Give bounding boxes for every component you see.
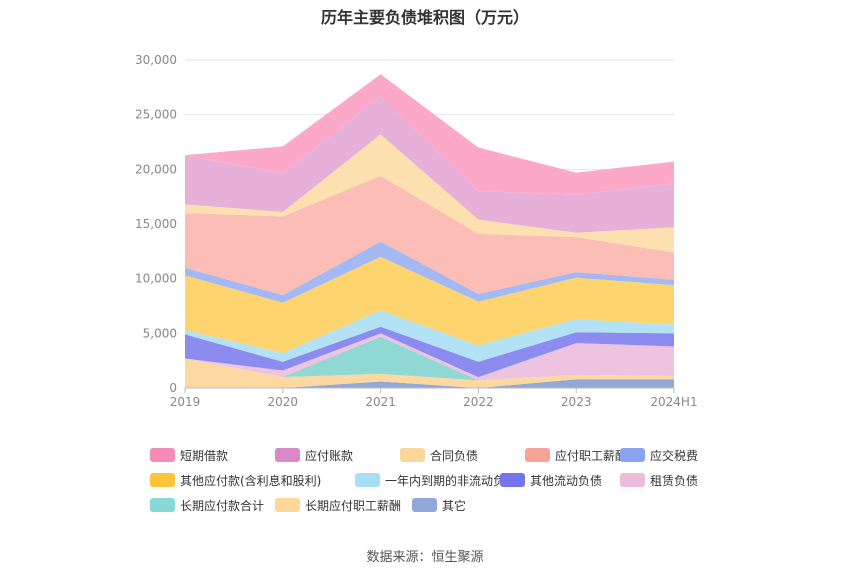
legend-item[interactable]: 应交税费 — [620, 446, 698, 464]
legend-label: 其他流动负债 — [530, 473, 603, 488]
y-tick-label: 25,000 — [135, 108, 177, 122]
legend-label: 长期应付款合计 — [180, 498, 265, 513]
x-tick-label: 2021 — [365, 395, 396, 409]
legend-label: 租赁负债 — [650, 473, 699, 488]
area-其他应付款(含利息和股利) — [185, 256, 674, 354]
y-tick-label: 15,000 — [135, 217, 177, 231]
y-tick-label: 20,000 — [135, 162, 177, 176]
legend-swatch — [525, 448, 550, 462]
x-tick-label: 2022 — [463, 395, 494, 409]
area-应付账款 — [185, 96, 674, 233]
legend-item[interactable]: 一年内到期的非流动负债 — [355, 471, 517, 489]
legend-swatch — [275, 498, 300, 512]
y-tick-label: 30,000 — [135, 53, 177, 67]
legend-swatch — [275, 448, 300, 462]
legend-item[interactable]: 应付账款 — [275, 446, 353, 464]
legend-swatch — [150, 498, 175, 512]
area-其它 — [185, 379, 674, 388]
legend-item[interactable]: 长期应付职工薪酬 — [275, 496, 401, 514]
data-source: 数据来源：恒生聚源 — [366, 550, 484, 565]
legend-swatch — [150, 448, 175, 462]
legend-label: 其他应付款(含利息和股利) — [180, 473, 322, 488]
area-应交税费 — [185, 241, 674, 303]
legend-swatch — [355, 473, 380, 487]
legend-swatch — [412, 498, 437, 512]
area-应付职工薪酬 — [185, 175, 674, 296]
legend-swatch — [620, 448, 645, 462]
legend-label: 一年内到期的非流动负债 — [385, 473, 518, 488]
area-短期借款 — [185, 74, 674, 195]
y-tick-label: 5,000 — [143, 326, 177, 340]
legend-item[interactable]: 其他流动负债 — [500, 471, 602, 489]
area-长期应付职工薪酬 — [185, 358, 674, 388]
legend-label: 应交税费 — [650, 448, 699, 463]
x-tick-label: 2024H1 — [650, 395, 697, 409]
legend-label: 应付职工薪酬 — [555, 448, 628, 463]
chart-title: 历年主要负债堆积图（万元） — [320, 8, 529, 27]
stacked-area-chart: 0 5,000 10,000 15,000 20,000 25,000 30,000 2019… — [135, 53, 698, 409]
area-一年内到期的非流动负债 — [185, 310, 674, 362]
legend-label: 合同负债 — [430, 448, 479, 463]
area-series — [185, 74, 674, 388]
area-租赁负债 — [185, 333, 674, 381]
legend-swatch — [150, 473, 175, 487]
area-合同负债 — [185, 134, 674, 253]
legend-swatch — [500, 473, 525, 487]
axes: 0 5,000 10,000 15,000 20,000 25,000 30,000 2019… — [135, 53, 698, 409]
legend-item[interactable]: 租赁负债 — [620, 471, 698, 489]
y-tick-label: 0 — [169, 381, 177, 395]
legend-item[interactable]: 其他应付款(含利息和股利) — [150, 471, 321, 489]
legend-item[interactable]: 其它 — [412, 496, 466, 514]
legend-label: 应付账款 — [305, 448, 354, 463]
legend-item[interactable]: 合同负债 — [400, 446, 478, 464]
legend-swatch — [400, 448, 425, 462]
legend-label: 其它 — [442, 498, 467, 513]
x-tick-label: 2020 — [268, 395, 299, 409]
x-tick-label: 2023 — [561, 395, 592, 409]
x-tick-label: 2019 — [170, 395, 201, 409]
legend-swatch — [620, 473, 645, 487]
legend-label: 短期借款 — [180, 448, 229, 463]
legend-item[interactable]: 长期应付款合计 — [150, 496, 264, 514]
legend-label: 长期应付职工薪酬 — [305, 498, 402, 513]
legend-item[interactable]: 短期借款 — [150, 446, 228, 464]
legend-item[interactable]: 应付职工薪酬 — [525, 446, 627, 464]
y-tick-label: 10,000 — [135, 272, 177, 286]
area-其他流动负债 — [185, 326, 674, 378]
